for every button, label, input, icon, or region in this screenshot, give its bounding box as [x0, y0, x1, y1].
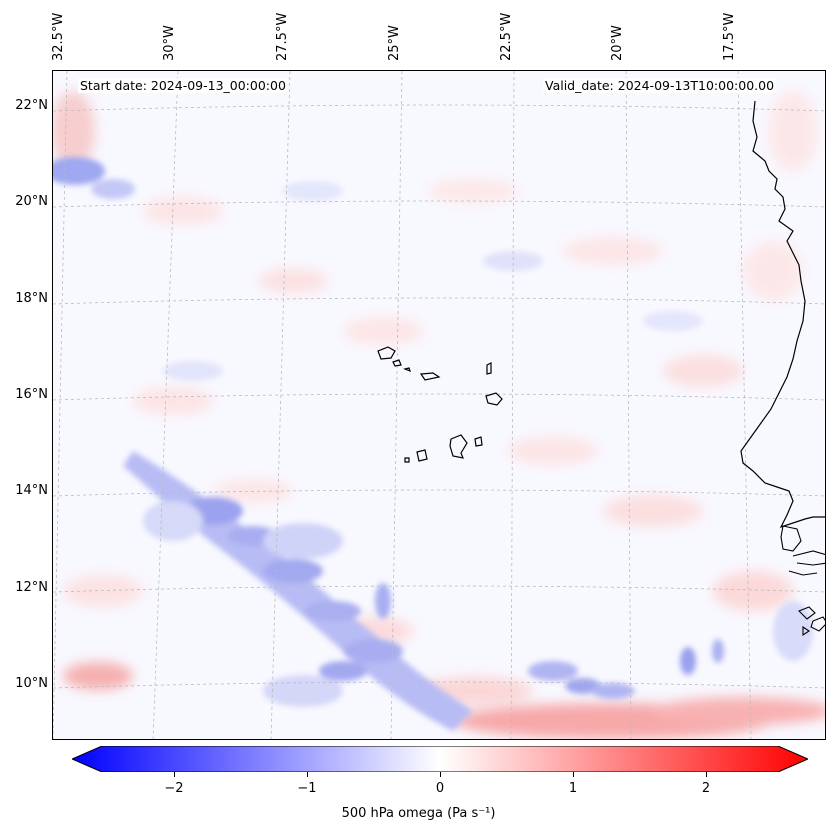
island-santiago [449, 434, 468, 459]
colorbar-gradient [70, 745, 810, 773]
lat-label-16N: 16°N [15, 387, 48, 402]
colorbar-tick-label-neg1: −1 [297, 781, 317, 796]
island-santo-antao [377, 346, 396, 360]
omega-field-map [53, 71, 825, 739]
lon-label-20W: 20°W [610, 25, 625, 61]
lat-label-20N: 20°N [15, 194, 48, 209]
coastline-mainland [740, 100, 825, 529]
island-sao-nicolau [419, 372, 441, 381]
colorbar-tick-mark-2 [706, 772, 707, 777]
island-sao-vicente [392, 359, 402, 367]
colorbar-tick-label-neg2: −2 [164, 781, 184, 796]
island-santa-luzia [403, 367, 411, 373]
coastline-bijagos [798, 606, 825, 637]
lon-label-25W: 25°W [387, 25, 402, 61]
coastline-guinea-bissau [788, 550, 825, 576]
colorbar-tick-mark-neg2 [174, 772, 175, 777]
colorbar-tick-label-2: 2 [701, 781, 711, 796]
lat-label-14N: 14°N [15, 483, 48, 498]
lon-label-32.5W: 32.5°W [51, 12, 66, 61]
island-brava [404, 457, 410, 463]
cape-verde-islands [377, 346, 503, 463]
lon-label-22.5W: 22.5°W [499, 12, 514, 61]
graticule [53, 71, 825, 739]
colorbar-label: 500 hPa omega (Pa s⁻¹) [341, 806, 496, 821]
island-fogo [416, 449, 428, 462]
lon-label-27.5W: 27.5°W [275, 12, 290, 61]
island-maio [474, 436, 483, 447]
colorbar-tick-mark-0 [440, 772, 441, 777]
coastline-gambia [780, 525, 802, 552]
colorbar-tick-label-1: 1 [568, 781, 578, 796]
lat-label-12N: 12°N [15, 580, 48, 595]
valid-date-label: Valid_date: 2024-09-13T10:00:00.00 [543, 78, 777, 93]
start-date-label: Start date: 2024-09-13_00:00:00 [78, 78, 288, 93]
colorbar-tick-label-0: 0 [435, 781, 445, 796]
map-panel [52, 70, 826, 740]
negative-omega-patches [53, 157, 813, 731]
lon-label-17.5W: 17.5°W [722, 12, 737, 61]
island-sal [486, 362, 492, 375]
lat-label-10N: 10°N [15, 676, 48, 691]
lon-label-30W: 30°W [162, 25, 177, 61]
colorbar-tick-mark-neg1 [307, 772, 308, 777]
island-boa-vista [485, 392, 503, 406]
colorbar [70, 745, 810, 773]
colorbar-tick-mark-1 [573, 772, 574, 777]
lat-label-22N: 22°N [15, 98, 48, 113]
lat-label-18N: 18°N [15, 291, 48, 306]
